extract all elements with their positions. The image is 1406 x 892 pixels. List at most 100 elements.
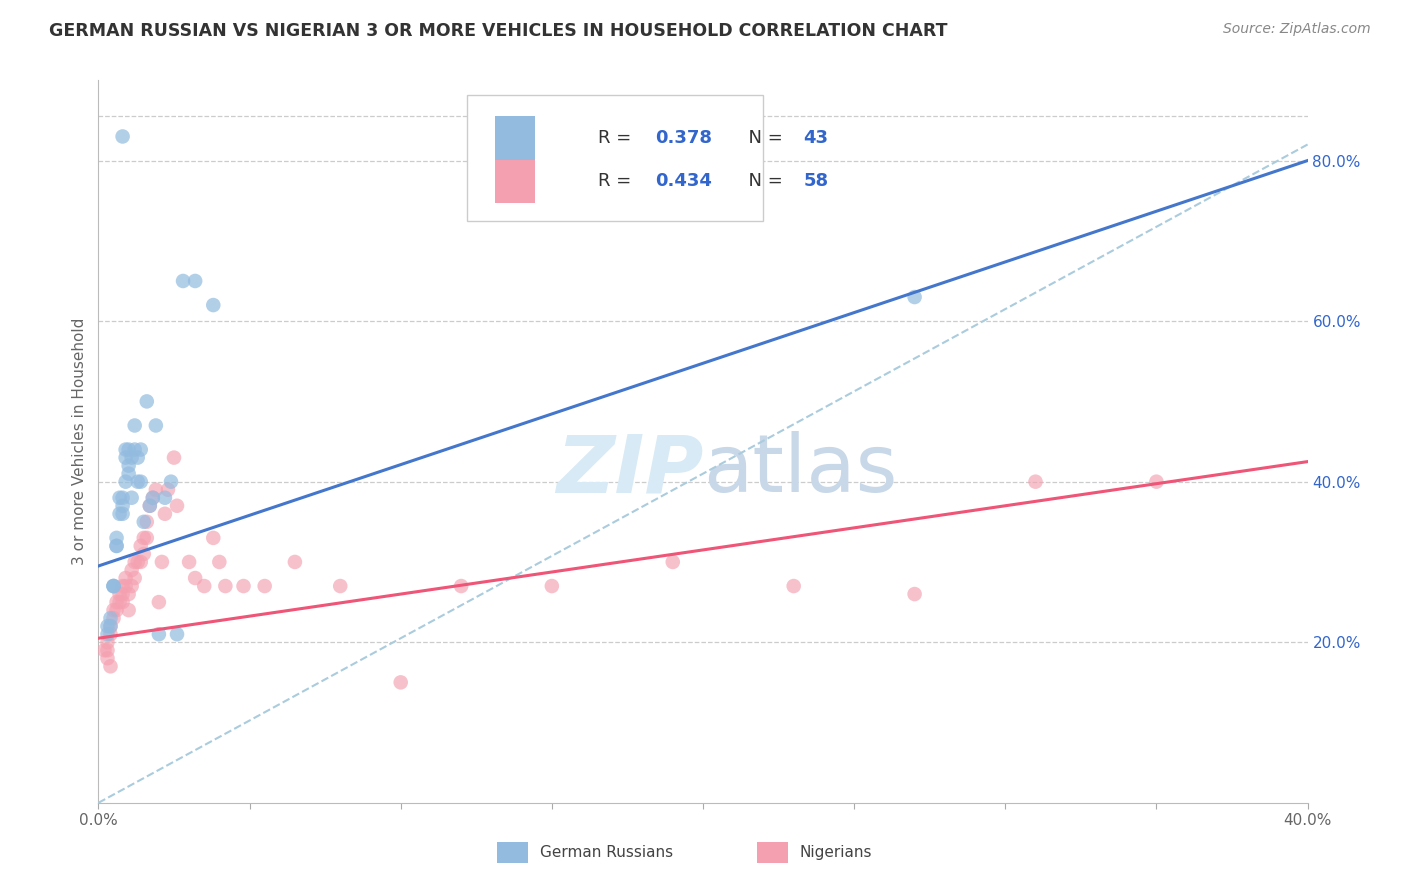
Point <box>329 579 352 593</box>
Point <box>179 555 201 569</box>
Point <box>103 579 125 593</box>
Point <box>111 507 134 521</box>
Text: 43: 43 <box>803 129 828 147</box>
Text: ZIP: ZIP <box>555 432 703 509</box>
Point <box>108 595 131 609</box>
Point <box>783 579 806 593</box>
Text: Nigerians: Nigerians <box>800 845 872 860</box>
Point <box>214 579 236 593</box>
Point <box>160 475 183 489</box>
Point <box>135 394 157 409</box>
Point <box>118 458 141 473</box>
Point <box>103 579 125 593</box>
Point <box>132 531 155 545</box>
Point <box>114 579 136 593</box>
Point <box>142 491 165 505</box>
Point <box>208 555 231 569</box>
FancyBboxPatch shape <box>758 842 787 863</box>
Point <box>1144 475 1167 489</box>
Point <box>114 450 136 465</box>
FancyBboxPatch shape <box>495 160 534 203</box>
Point <box>139 499 162 513</box>
Point <box>129 475 152 489</box>
Point <box>904 587 927 601</box>
Point <box>135 531 157 545</box>
Text: GERMAN RUSSIAN VS NIGERIAN 3 OR MORE VEHICLES IN HOUSEHOLD CORRELATION CHART: GERMAN RUSSIAN VS NIGERIAN 3 OR MORE VEH… <box>49 22 948 40</box>
Point <box>121 563 143 577</box>
Point <box>184 571 207 585</box>
Point <box>111 595 134 609</box>
Point <box>100 619 122 633</box>
Text: 0.434: 0.434 <box>655 172 711 190</box>
Point <box>904 290 927 304</box>
FancyBboxPatch shape <box>495 117 534 160</box>
Point <box>166 499 188 513</box>
Point <box>118 467 141 481</box>
Text: German Russians: German Russians <box>540 845 673 860</box>
Point <box>111 587 134 601</box>
Point <box>150 555 173 569</box>
Point <box>114 442 136 457</box>
Point <box>202 298 225 312</box>
Point <box>118 603 141 617</box>
Point <box>127 555 149 569</box>
Point <box>111 491 134 505</box>
Point <box>148 595 170 609</box>
Point <box>202 531 225 545</box>
Point <box>540 579 562 593</box>
Point <box>100 619 122 633</box>
Point <box>148 627 170 641</box>
Text: N =: N = <box>737 172 789 190</box>
Point <box>166 627 188 641</box>
Point <box>389 675 412 690</box>
Point <box>142 491 165 505</box>
Point <box>100 627 122 641</box>
Point <box>121 579 143 593</box>
Point <box>105 595 128 609</box>
Point <box>184 274 207 288</box>
Text: R =: R = <box>598 172 637 190</box>
Point <box>111 579 134 593</box>
Point <box>105 539 128 553</box>
Point <box>132 515 155 529</box>
Point <box>121 450 143 465</box>
Point <box>132 547 155 561</box>
Point <box>253 579 276 593</box>
Point <box>114 475 136 489</box>
Point <box>232 579 254 593</box>
Point <box>114 571 136 585</box>
Point <box>96 619 118 633</box>
Point <box>124 571 146 585</box>
Point <box>108 491 131 505</box>
Point <box>145 483 167 497</box>
Point <box>105 539 128 553</box>
Point <box>129 555 152 569</box>
Point <box>96 643 118 657</box>
Point <box>96 651 118 665</box>
Point <box>661 555 683 569</box>
Point <box>124 418 146 433</box>
Point <box>103 603 125 617</box>
Point <box>129 539 152 553</box>
Point <box>139 499 162 513</box>
Point <box>163 450 186 465</box>
Point <box>105 531 128 545</box>
Point <box>93 643 115 657</box>
Point <box>1024 475 1046 489</box>
Point <box>127 475 149 489</box>
Text: R =: R = <box>598 129 637 147</box>
Point <box>156 483 179 497</box>
Point <box>108 587 131 601</box>
Point <box>103 579 125 593</box>
Text: N =: N = <box>737 129 789 147</box>
Point <box>153 507 176 521</box>
Point <box>121 491 143 505</box>
Point <box>105 603 128 617</box>
FancyBboxPatch shape <box>467 95 763 221</box>
Y-axis label: 3 or more Vehicles in Household: 3 or more Vehicles in Household <box>72 318 87 566</box>
Point <box>135 515 157 529</box>
Text: atlas: atlas <box>703 432 897 509</box>
Point <box>111 499 134 513</box>
Text: 0.378: 0.378 <box>655 129 711 147</box>
Point <box>284 555 307 569</box>
